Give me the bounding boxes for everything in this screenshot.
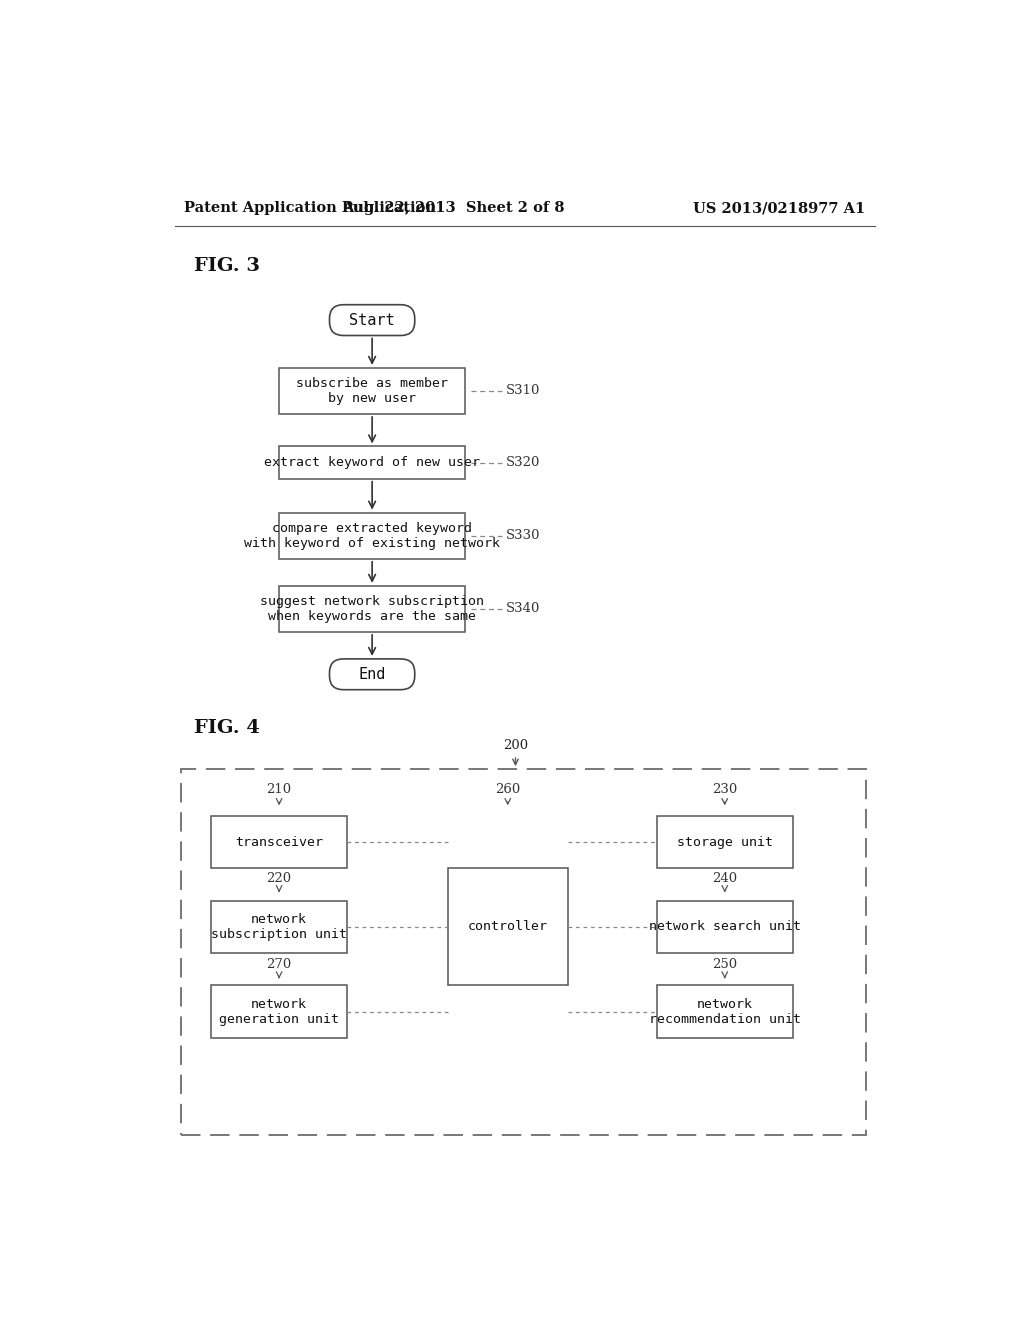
FancyBboxPatch shape — [211, 900, 347, 953]
FancyBboxPatch shape — [280, 446, 465, 479]
FancyBboxPatch shape — [447, 869, 568, 985]
Text: controller: controller — [468, 920, 548, 933]
FancyBboxPatch shape — [280, 512, 465, 558]
FancyBboxPatch shape — [657, 816, 793, 869]
FancyBboxPatch shape — [280, 368, 465, 414]
FancyBboxPatch shape — [657, 985, 793, 1038]
Text: 220: 220 — [266, 871, 292, 884]
Text: subscribe as member
by new user: subscribe as member by new user — [296, 378, 449, 405]
Text: network
generation unit: network generation unit — [219, 998, 339, 1026]
Text: compare extracted keyword
with keyword of existing network: compare extracted keyword with keyword o… — [244, 521, 500, 549]
Text: storage unit: storage unit — [677, 836, 773, 849]
Text: S310: S310 — [506, 384, 540, 397]
Text: Patent Application Publication: Patent Application Publication — [183, 202, 436, 215]
Text: 230: 230 — [712, 783, 737, 796]
FancyBboxPatch shape — [211, 985, 347, 1038]
Text: Aug. 22, 2013  Sheet 2 of 8: Aug. 22, 2013 Sheet 2 of 8 — [342, 202, 565, 215]
Text: S330: S330 — [506, 529, 540, 543]
Text: S340: S340 — [506, 602, 540, 615]
Text: S320: S320 — [506, 455, 540, 469]
Text: 210: 210 — [266, 783, 292, 796]
Text: End: End — [358, 667, 386, 682]
FancyBboxPatch shape — [280, 586, 465, 632]
Text: 200: 200 — [503, 739, 528, 752]
Text: FIG. 4: FIG. 4 — [194, 719, 260, 737]
Text: FIG. 3: FIG. 3 — [194, 257, 260, 275]
FancyBboxPatch shape — [180, 770, 866, 1135]
FancyBboxPatch shape — [330, 305, 415, 335]
FancyBboxPatch shape — [657, 900, 793, 953]
FancyBboxPatch shape — [330, 659, 415, 689]
Text: transceiver: transceiver — [236, 836, 324, 849]
Text: network search unit: network search unit — [649, 920, 801, 933]
Text: 260: 260 — [496, 783, 520, 796]
Text: suggest network subscription
when keywords are the same: suggest network subscription when keywor… — [260, 595, 484, 623]
FancyBboxPatch shape — [211, 816, 347, 869]
Text: 270: 270 — [266, 958, 292, 972]
Text: 240: 240 — [712, 871, 737, 884]
Text: extract keyword of new user: extract keyword of new user — [264, 455, 480, 469]
Text: US 2013/0218977 A1: US 2013/0218977 A1 — [693, 202, 865, 215]
Text: Start: Start — [349, 313, 395, 327]
Text: network
subscription unit: network subscription unit — [211, 913, 347, 941]
Text: network
recommendation unit: network recommendation unit — [649, 998, 801, 1026]
Text: 250: 250 — [712, 958, 737, 972]
